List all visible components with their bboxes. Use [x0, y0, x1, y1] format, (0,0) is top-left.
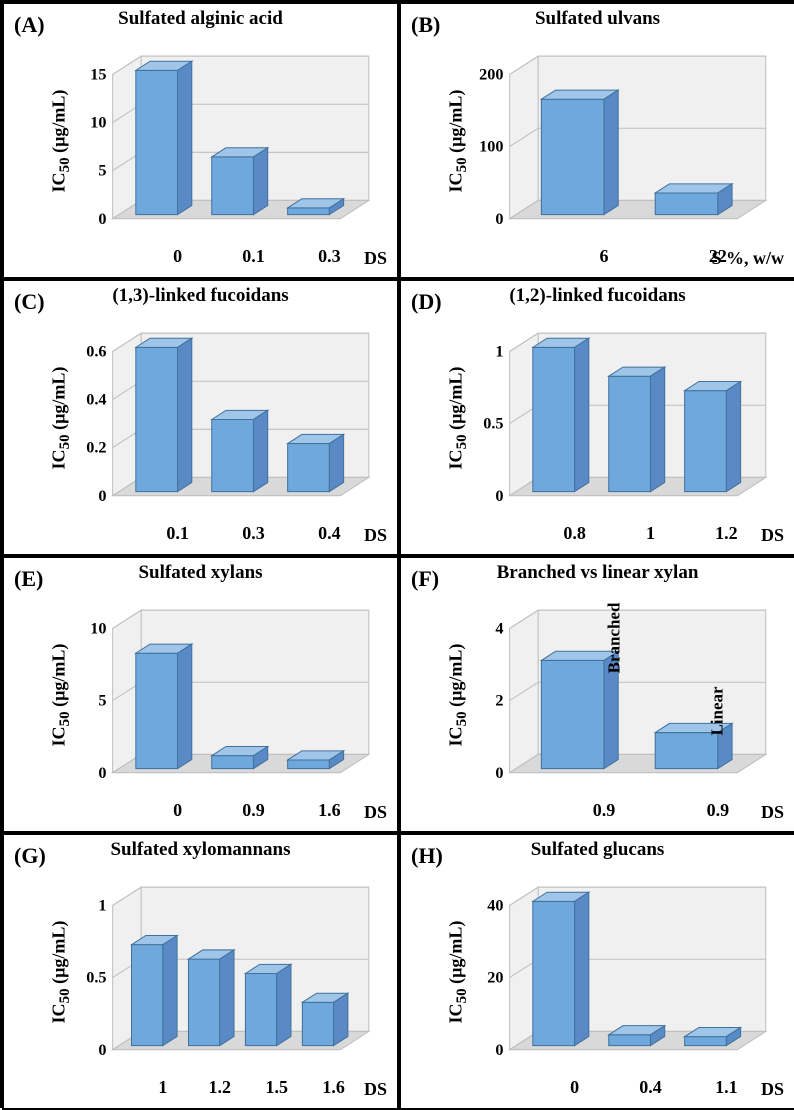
chart-grid: (A)Sulfated alginic acidIC50 (µg/mL)DS05… — [0, 0, 794, 1108]
svg-text:0.5: 0.5 — [86, 969, 106, 987]
svg-text:0: 0 — [495, 764, 503, 782]
panel-title: Branched vs linear xylan — [401, 562, 794, 584]
x-tick: 0.3 — [318, 246, 341, 267]
chart-area: 0 0.2 0.4 0.6 — [74, 323, 379, 516]
chart-area: 0 5 10 15 — [74, 46, 379, 239]
panel-b: (B)Sulfated ulvansIC50 (µg/mL)S %, w/w01… — [399, 2, 794, 279]
x-tick: 0.9 — [242, 800, 265, 821]
svg-text:0.4: 0.4 — [86, 391, 106, 409]
chart-area: 0 100 200 — [471, 46, 776, 239]
y-axis-label: IC50 (µg/mL) — [49, 89, 75, 192]
x-tick: 0.1 — [242, 246, 265, 267]
svg-text:0.5: 0.5 — [483, 415, 503, 433]
svg-text:200: 200 — [479, 66, 503, 84]
x-tick: 0.9 — [707, 800, 730, 821]
svg-text:10: 10 — [90, 620, 106, 638]
x-tick: 1.1 — [715, 1077, 738, 1098]
y-axis-label: IC50 (µg/mL) — [446, 920, 472, 1023]
panel-title: Sulfated alginic acid — [4, 8, 397, 30]
panel-h: (H)Sulfated glucansIC50 (µg/mL)DS0204000… — [399, 833, 794, 1110]
x-tick: 1 — [646, 523, 655, 544]
x-tick: 0.9 — [593, 800, 616, 821]
y-axis-label: IC50 (µg/mL) — [49, 920, 75, 1023]
svg-text:0: 0 — [98, 487, 106, 505]
bar-annotation: Branched — [605, 602, 625, 673]
x-axis-label: DS — [364, 802, 387, 823]
panel-title: Sulfated glucans — [401, 839, 794, 861]
x-tick: 1.6 — [322, 1077, 345, 1098]
panel-title: Sulfated ulvans — [401, 8, 794, 30]
chart-area: 0 20 40 — [471, 877, 776, 1070]
svg-text:0: 0 — [495, 1041, 503, 1059]
svg-text:4: 4 — [495, 620, 503, 638]
chart-area: 00.51 — [74, 877, 379, 1070]
y-axis-label: IC50 (µg/mL) — [446, 366, 472, 469]
x-tick: 0.4 — [639, 1077, 662, 1098]
svg-text:40: 40 — [487, 897, 503, 915]
bar-annotation: Linear — [708, 687, 728, 736]
y-axis-label: IC50 (µg/mL) — [49, 643, 75, 746]
y-axis-label: IC50 (µg/mL) — [49, 366, 75, 469]
svg-text:5: 5 — [98, 692, 106, 710]
y-axis-label: IC50 (µg/mL) — [446, 89, 472, 192]
svg-text:0: 0 — [495, 210, 503, 228]
x-tick: 6 — [599, 246, 608, 267]
x-tick: 1.5 — [265, 1077, 288, 1098]
svg-text:0: 0 — [98, 210, 106, 228]
panel-title: Sulfated xylomannans — [4, 839, 397, 861]
x-tick: 0.3 — [242, 523, 265, 544]
svg-text:0: 0 — [98, 1041, 106, 1059]
svg-text:20: 20 — [487, 969, 503, 987]
x-axis-label: DS — [761, 802, 784, 823]
svg-text:2: 2 — [495, 692, 503, 710]
x-tick: 0.4 — [318, 523, 341, 544]
svg-text:1: 1 — [495, 343, 503, 361]
panel-g: (G)Sulfated xylomannansIC50 (µg/mL)DS00.… — [2, 833, 399, 1110]
panel-f: (F)Branched vs linear xylanIC50 (µg/mL)D… — [399, 556, 794, 833]
chart-area: 0 5 10 — [74, 600, 379, 793]
panel-title: (1,3)-linked fucoidans — [4, 285, 397, 307]
svg-text:100: 100 — [479, 138, 503, 156]
y-axis-label: IC50 (µg/mL) — [446, 643, 472, 746]
x-axis-label: DS — [364, 248, 387, 269]
x-tick: 1.2 — [209, 1077, 232, 1098]
x-tick: 0 — [173, 800, 182, 821]
svg-text:0: 0 — [98, 764, 106, 782]
x-tick: 0.1 — [166, 523, 189, 544]
x-tick: 0.8 — [563, 523, 586, 544]
x-axis-label: DS — [364, 1079, 387, 1100]
panel-title: (1,2)-linked fucoidans — [401, 285, 794, 307]
x-tick: 0 — [173, 246, 182, 267]
svg-text:1: 1 — [98, 897, 106, 915]
x-axis-label: DS — [364, 525, 387, 546]
svg-text:0.6: 0.6 — [86, 343, 106, 361]
panel-e: (E)Sulfated xylansIC50 (µg/mL)DS051000.9… — [2, 556, 399, 833]
panel-title: Sulfated xylans — [4, 562, 397, 584]
panel-d: (D)(1,2)-linked fucoidansIC50 (µg/mL)DS0… — [399, 279, 794, 556]
svg-text:0.2: 0.2 — [86, 439, 106, 457]
svg-text:5: 5 — [98, 162, 106, 180]
chart-area: 00.51 — [471, 323, 776, 516]
x-axis-label: DS — [761, 1079, 784, 1100]
svg-text:15: 15 — [90, 66, 106, 84]
x-axis-label: DS — [761, 525, 784, 546]
x-tick: 0 — [570, 1077, 579, 1098]
svg-text:10: 10 — [90, 114, 106, 132]
svg-text:0: 0 — [495, 487, 503, 505]
x-tick: 1.6 — [318, 800, 341, 821]
x-tick: 22 — [709, 246, 727, 267]
x-tick: 1 — [158, 1077, 167, 1098]
x-tick: 1.2 — [715, 523, 738, 544]
panel-a: (A)Sulfated alginic acidIC50 (µg/mL)DS05… — [2, 2, 399, 279]
panel-c: (C)(1,3)-linked fucoidansIC50 (µg/mL)DS0… — [2, 279, 399, 556]
